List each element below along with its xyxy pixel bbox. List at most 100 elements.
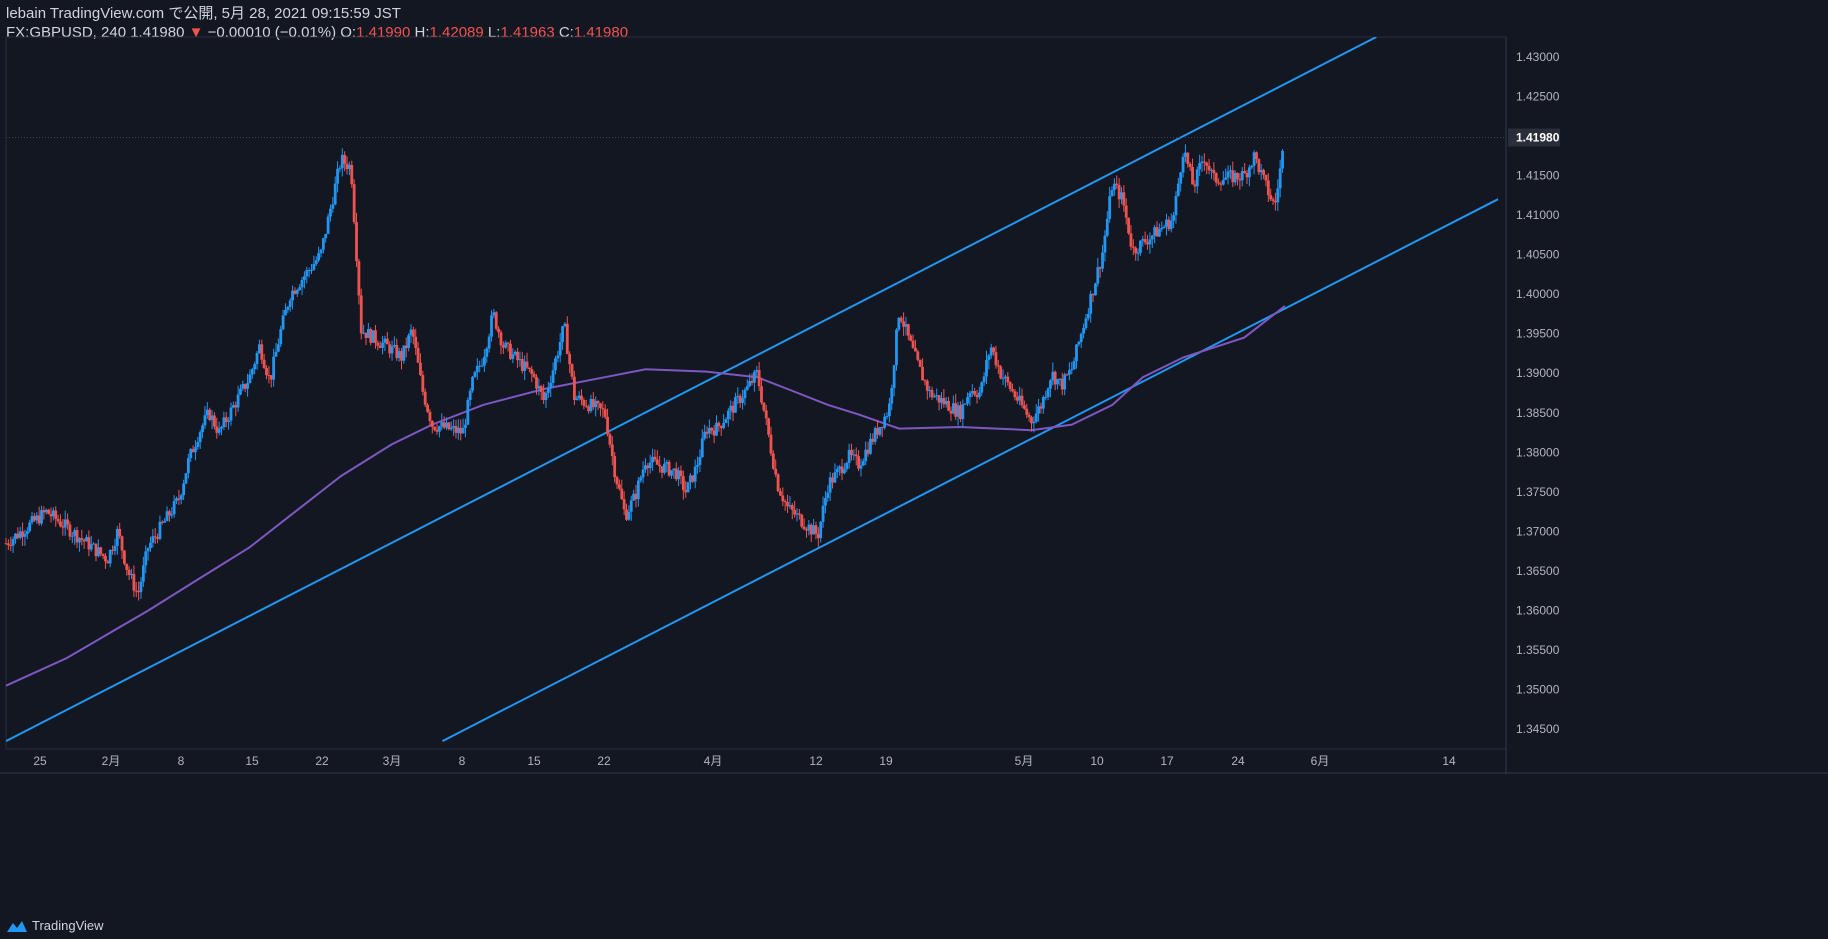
candle-body — [696, 465, 699, 467]
candle-body — [1001, 378, 1005, 380]
candle-body — [73, 530, 77, 536]
candle-body — [99, 547, 103, 554]
time-tick-label: 8 — [178, 754, 185, 768]
candle-body — [213, 415, 216, 427]
candle-body — [141, 565, 145, 582]
candle-body — [468, 390, 472, 400]
trendline-lower[interactable] — [441, 198, 1499, 742]
candle-body — [433, 426, 437, 430]
candle-body — [970, 391, 974, 394]
candle-body — [1101, 252, 1104, 269]
candle-body — [603, 409, 607, 417]
candle-body — [456, 427, 460, 433]
candle-body — [407, 335, 411, 349]
candle-body — [606, 416, 609, 435]
candle-body — [838, 466, 842, 469]
candle-body — [445, 422, 448, 428]
price-tick-label: 1.37000 — [1516, 524, 1560, 538]
candle-body — [897, 317, 901, 330]
candle-body — [833, 472, 837, 483]
candle-body — [1281, 150, 1284, 169]
candle-body — [54, 510, 58, 519]
candle-body — [348, 164, 351, 170]
candle-body — [442, 422, 446, 428]
candle-body — [1041, 397, 1045, 409]
candle-body — [75, 530, 79, 543]
trendline-upper[interactable] — [6, 37, 1377, 742]
price-tick-label: 1.40000 — [1516, 287, 1560, 301]
candle-body — [1146, 242, 1149, 245]
candle-body — [866, 449, 870, 454]
candle-body — [1020, 395, 1024, 406]
candle-body — [428, 411, 432, 422]
candle-body — [734, 397, 737, 413]
candle-body — [1148, 239, 1152, 245]
candle-body — [899, 317, 903, 322]
candle-body — [483, 356, 486, 366]
candle-body — [717, 422, 721, 427]
candle-body — [1243, 171, 1247, 174]
candle-body — [617, 484, 621, 489]
candle-body — [691, 475, 695, 482]
candle-body — [591, 399, 595, 408]
price-tick-label: 1.36000 — [1516, 604, 1560, 618]
candle-body — [490, 315, 493, 337]
candle-body — [16, 533, 20, 538]
candle-body — [800, 514, 804, 527]
candle-body — [1108, 196, 1112, 219]
candle-body — [366, 329, 370, 339]
candle-body — [279, 329, 283, 345]
price-tick-label: 1.35500 — [1516, 643, 1560, 657]
candle-body — [248, 374, 252, 384]
candle-body — [1150, 235, 1154, 240]
candle-body — [1278, 168, 1282, 189]
candle-body — [1086, 313, 1090, 319]
candle-body — [229, 407, 233, 421]
price-tick-label: 1.38500 — [1516, 406, 1560, 420]
candle-body — [1039, 406, 1043, 409]
candle-body — [655, 459, 659, 465]
candle-body — [947, 400, 950, 411]
candle-body — [44, 509, 48, 513]
candle-body — [513, 351, 517, 355]
candle-body — [909, 335, 913, 341]
candle-body — [774, 468, 778, 475]
candle-body — [788, 505, 792, 507]
tradingview-watermark[interactable]: TradingView — [6, 918, 104, 933]
candle-body — [601, 408, 605, 410]
candle-body — [786, 501, 789, 507]
candle-body — [1202, 161, 1206, 163]
candle-body — [475, 365, 479, 373]
candle-body — [525, 361, 529, 368]
candle-body — [648, 462, 652, 469]
candle-body — [291, 290, 294, 301]
candle-body — [1176, 183, 1180, 196]
candle-body — [959, 405, 962, 420]
candle-body — [123, 550, 126, 564]
candle-body — [153, 536, 157, 538]
candle-body — [464, 424, 467, 428]
candle-body — [757, 370, 761, 387]
candle-body — [113, 545, 117, 551]
candle-body — [59, 521, 62, 527]
candle-body — [194, 447, 197, 453]
candle-body — [693, 466, 697, 482]
candle-body — [565, 323, 569, 355]
time-tick-label: 17 — [1160, 754, 1174, 768]
candle-body — [854, 454, 858, 457]
candle-body — [461, 427, 465, 434]
candle-body — [352, 184, 356, 223]
candle-body — [1169, 220, 1173, 230]
candle-body — [130, 573, 133, 576]
candle-body — [1238, 178, 1242, 181]
candle-body — [1193, 184, 1197, 187]
candle-body — [918, 359, 922, 367]
candle-body — [42, 510, 46, 513]
candle-body — [390, 346, 394, 354]
candle-body — [1236, 172, 1239, 179]
candle-body — [790, 505, 794, 510]
candle-body — [1276, 188, 1280, 203]
candle-body — [454, 426, 458, 433]
candle-body — [850, 449, 853, 456]
